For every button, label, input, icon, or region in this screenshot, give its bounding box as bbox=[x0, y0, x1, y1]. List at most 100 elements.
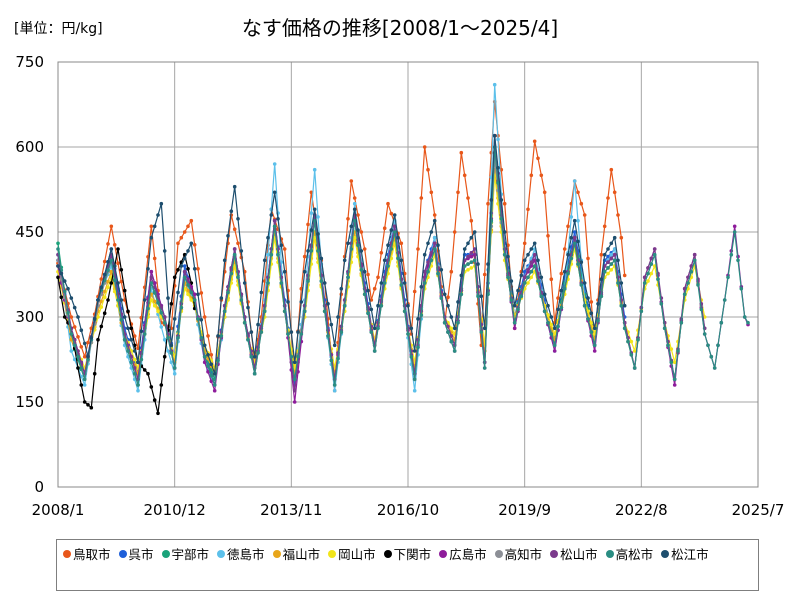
data-point bbox=[462, 247, 467, 251]
data-point bbox=[422, 269, 427, 274]
data-point bbox=[142, 332, 147, 336]
data-point bbox=[546, 320, 550, 325]
data-point bbox=[219, 334, 224, 338]
data-point bbox=[119, 268, 124, 272]
data-point bbox=[422, 145, 427, 149]
data-point bbox=[202, 354, 207, 359]
data-point bbox=[76, 315, 80, 319]
data-point bbox=[509, 279, 514, 283]
data-point bbox=[199, 318, 204, 322]
data-point bbox=[546, 234, 550, 238]
data-point bbox=[376, 275, 380, 280]
legend-item: 松山市 bbox=[550, 544, 598, 563]
data-point bbox=[82, 383, 87, 387]
legend-marker-icon bbox=[550, 549, 559, 558]
data-point bbox=[459, 292, 464, 297]
data-point bbox=[139, 357, 144, 362]
data-point bbox=[359, 249, 364, 253]
data-point bbox=[192, 243, 197, 247]
data-point bbox=[169, 351, 174, 355]
series-layer bbox=[56, 82, 750, 416]
data-point bbox=[232, 264, 237, 268]
data-point bbox=[692, 258, 697, 263]
data-point bbox=[669, 347, 674, 351]
data-point bbox=[82, 377, 87, 382]
data-point bbox=[99, 305, 104, 309]
data-point bbox=[612, 235, 617, 240]
data-point bbox=[276, 217, 280, 221]
data-point bbox=[96, 337, 100, 342]
y-tick-label: 600 bbox=[15, 138, 44, 156]
data-point bbox=[612, 190, 617, 195]
data-point bbox=[686, 281, 690, 285]
data-point bbox=[559, 288, 564, 293]
data-point bbox=[159, 325, 164, 329]
data-point bbox=[86, 340, 90, 345]
data-point bbox=[742, 315, 747, 319]
data-point bbox=[186, 224, 190, 229]
data-point bbox=[486, 262, 490, 266]
data-point bbox=[382, 281, 387, 285]
data-point bbox=[536, 279, 540, 283]
data-point bbox=[272, 190, 277, 195]
series-10 bbox=[56, 145, 750, 387]
data-point bbox=[462, 173, 467, 178]
data-point bbox=[546, 313, 550, 317]
data-point bbox=[379, 251, 384, 255]
data-point bbox=[652, 252, 657, 257]
data-point bbox=[529, 247, 534, 251]
data-point bbox=[209, 379, 214, 384]
data-point bbox=[479, 330, 484, 334]
data-point bbox=[236, 217, 240, 221]
x-tick-label: 2016/10 bbox=[377, 501, 439, 519]
data-point bbox=[146, 371, 150, 376]
data-point bbox=[579, 201, 584, 206]
legend-label: 松山市 bbox=[560, 547, 598, 562]
data-point bbox=[606, 247, 610, 251]
data-point bbox=[386, 201, 390, 206]
data-point bbox=[672, 383, 677, 387]
data-point bbox=[419, 313, 424, 317]
unit-label: [単位：円/kg] bbox=[14, 21, 103, 37]
y-tick-label: 750 bbox=[15, 53, 44, 71]
data-point bbox=[122, 315, 127, 319]
data-point bbox=[149, 385, 154, 389]
data-point bbox=[549, 322, 554, 327]
data-point bbox=[466, 196, 470, 200]
data-point bbox=[302, 269, 307, 274]
data-point bbox=[172, 275, 177, 280]
data-point bbox=[482, 272, 487, 277]
legend-label: 高松市 bbox=[615, 547, 654, 562]
data-point bbox=[336, 356, 340, 361]
data-point bbox=[172, 371, 177, 376]
data-point bbox=[142, 298, 147, 302]
data-point bbox=[252, 354, 257, 359]
data-point bbox=[189, 218, 194, 223]
data-point bbox=[446, 295, 450, 300]
data-point bbox=[289, 330, 294, 334]
data-point bbox=[332, 388, 337, 393]
data-point bbox=[636, 337, 640, 342]
data-point bbox=[609, 256, 614, 261]
data-point bbox=[219, 296, 224, 300]
data-point bbox=[539, 173, 544, 178]
data-point bbox=[76, 354, 80, 359]
data-point bbox=[456, 190, 460, 195]
data-point bbox=[606, 266, 610, 270]
data-point bbox=[202, 343, 207, 348]
data-point bbox=[386, 264, 390, 268]
data-point bbox=[159, 305, 164, 309]
data-point bbox=[452, 230, 457, 234]
data-point bbox=[392, 213, 397, 217]
data-point bbox=[556, 324, 560, 329]
data-point bbox=[329, 358, 334, 363]
data-point bbox=[332, 383, 337, 387]
data-point bbox=[169, 302, 174, 306]
data-point bbox=[69, 332, 74, 336]
data-point bbox=[522, 258, 527, 263]
data-point bbox=[96, 298, 100, 302]
data-point bbox=[582, 281, 587, 285]
data-point bbox=[116, 247, 120, 251]
data-point bbox=[432, 218, 437, 223]
data-point bbox=[206, 353, 210, 357]
